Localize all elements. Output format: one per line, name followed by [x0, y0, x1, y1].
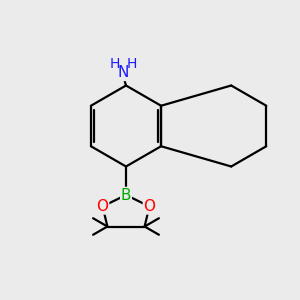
Text: N: N — [118, 65, 129, 80]
Text: O: O — [143, 199, 155, 214]
Text: O: O — [97, 199, 109, 214]
Text: H: H — [127, 58, 137, 71]
Text: H: H — [110, 58, 120, 71]
Text: B: B — [121, 188, 131, 202]
